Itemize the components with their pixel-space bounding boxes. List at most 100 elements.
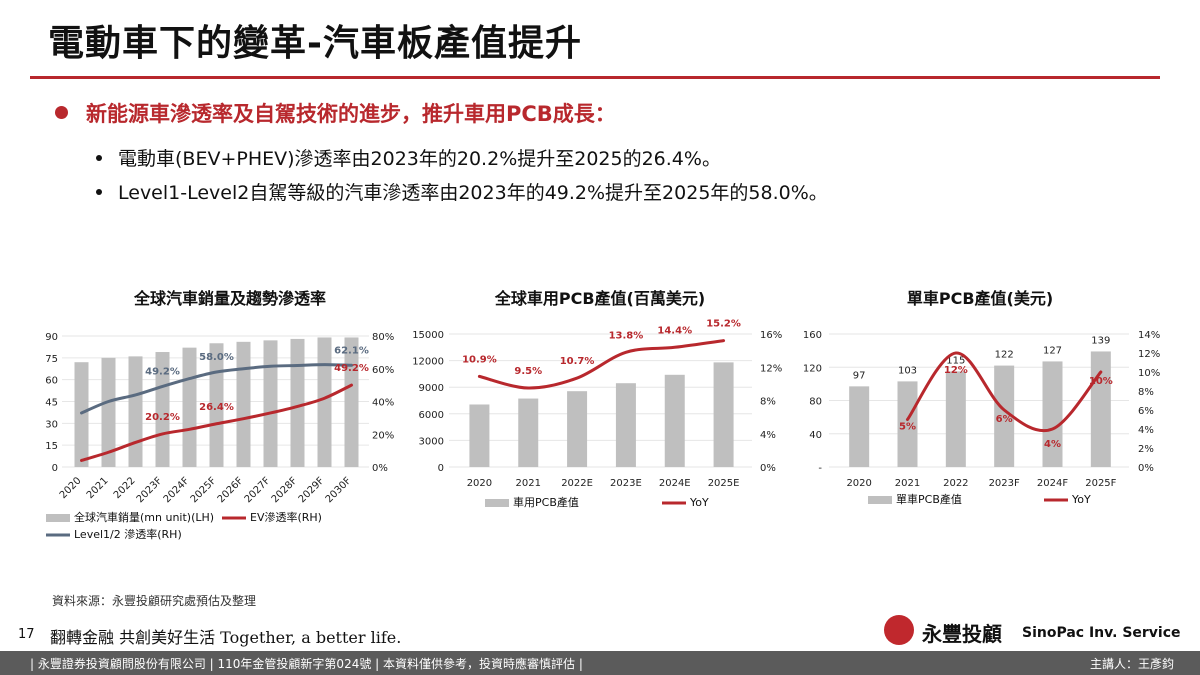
bar (182, 347, 197, 467)
slogan: 翻轉金融 共創美好生活 Together, a better life. (50, 628, 402, 647)
page-number: 17 (18, 627, 35, 642)
bar (897, 381, 918, 467)
y2-tick-label: 40% (372, 398, 394, 409)
y2-tick-label: 20% (372, 430, 394, 441)
x-tick-label: 2021 (85, 475, 111, 501)
y-tick-label: 9000 (419, 383, 444, 394)
y-tick-label: 120 (803, 363, 822, 374)
data-label: 49.2% (145, 366, 180, 377)
series-line (80, 363, 353, 415)
bar (945, 371, 966, 467)
y2-tick-label: 4% (760, 430, 776, 441)
bar (615, 383, 636, 467)
bar (263, 340, 278, 467)
data-label: 10.9% (462, 354, 497, 365)
data-label: 10% (1089, 376, 1113, 387)
y2-tick-label: 60% (372, 365, 394, 376)
y-tick-label: 80 (809, 397, 822, 408)
main-bullet: 新能源車滲透率及自駕技術的進步，推升車用PCB成長： (55, 98, 616, 128)
y-tick-label: 0 (52, 463, 58, 474)
legend-label: Level1/2 滲透率(RH) (74, 527, 182, 541)
y2-tick-label: 6% (1138, 406, 1154, 417)
bar (101, 357, 116, 467)
legend-swatch (46, 514, 70, 522)
x-tick-label: 2023E (610, 478, 642, 489)
data-label: 9.5% (514, 366, 542, 377)
data-label: 12% (944, 365, 968, 376)
chart3-title: 單車PCB產值(美元) (906, 289, 1054, 308)
y-tick-label: 12000 (412, 357, 444, 368)
bar (518, 398, 539, 467)
data-label: 20.2% (145, 412, 180, 423)
legend-swatch (485, 499, 509, 507)
bar (344, 337, 359, 467)
bullet-dot-icon (55, 106, 68, 119)
title-divider (30, 76, 1160, 79)
bullet-dot-icon (96, 189, 102, 195)
y2-tick-label: 2% (1138, 444, 1154, 455)
y2-tick-label: 12% (760, 363, 782, 374)
legend-label: 單車PCB產值 (896, 492, 962, 506)
y-tick-label: 75 (45, 354, 58, 365)
legend-swatch (868, 496, 892, 504)
y-tick-label: 30 (45, 419, 58, 430)
footer-presenter: 主講人：王彥鈞 (1089, 657, 1174, 671)
sub-bullet: Level1-Level2自駕等級的汽車滲透率由2023年的49.2%提升至20… (96, 178, 828, 205)
bar (849, 386, 870, 467)
legend-label: YoY (689, 496, 709, 509)
x-tick-label: 2023F (135, 475, 165, 505)
y-tick-label: - (818, 463, 822, 474)
bar (469, 404, 490, 467)
y2-tick-label: 8% (1138, 387, 1154, 398)
data-label: 15.2% (706, 319, 741, 330)
data-label: 6% (996, 414, 1013, 425)
y2-tick-label: 12% (1138, 349, 1160, 360)
y-tick-label: 3000 (419, 436, 444, 447)
bar (713, 362, 734, 467)
data-label: 58.0% (199, 352, 234, 363)
y-tick-label: 6000 (419, 410, 444, 421)
series-line (906, 351, 1103, 433)
x-tick-label: 2028F (270, 475, 300, 505)
bar-value-label: 122 (995, 350, 1014, 361)
data-label: 10.7% (560, 356, 595, 367)
main-bullet-text: 新能源車滲透率及自駕技術的進步，推升車用PCB成長： (86, 102, 616, 126)
bar-value-label: 139 (1091, 335, 1110, 346)
bullet-dot-icon (96, 155, 102, 161)
bar (236, 341, 251, 467)
bar (994, 365, 1015, 467)
chart2-title: 全球車用PCB產值(百萬美元) (494, 289, 706, 308)
y-tick-label: 15 (45, 441, 58, 452)
series-line (477, 339, 726, 390)
chart1-title: 全球汽車銷量及趨勢滲透率 (133, 289, 326, 308)
x-tick-label: 2021 (516, 478, 541, 489)
data-label: 4% (1044, 439, 1061, 450)
data-label: 13.8% (609, 330, 644, 341)
y2-tick-label: 8% (760, 397, 776, 408)
y2-tick-label: 10% (1138, 368, 1160, 379)
data-label: 5% (899, 422, 916, 433)
x-tick-label: 2022E (561, 478, 593, 489)
data-label: 14.4% (657, 325, 692, 336)
slide-title: 電動車下的變革-汽車板產值提升 (48, 23, 582, 64)
footer-disclaimer: | 永豐證券投資顧問股份有限公司 | 110年金管投顧新字第024號 | 本資料… (30, 657, 583, 671)
y2-tick-label: 16% (760, 330, 782, 341)
y-tick-label: 0 (438, 463, 444, 474)
y-tick-label: 40 (809, 430, 822, 441)
series-line (80, 383, 353, 462)
bar (317, 337, 332, 467)
x-tick-label: 2020 (467, 478, 492, 489)
bar (664, 374, 685, 467)
bar (155, 352, 170, 467)
y2-tick-label: 0% (760, 463, 776, 474)
data-label: 62.1% (334, 345, 369, 356)
y2-tick-label: 0% (1138, 463, 1154, 474)
source-note: 資料來源：永豐投顧研究處預估及整理 (52, 594, 257, 608)
y-tick-label: 60 (45, 376, 58, 387)
footer-bar: | 永豐證券投資顧問股份有限公司 | 110年金管投顧新字第024號 | 本資料… (0, 651, 1200, 675)
x-tick-label: 2023F (989, 478, 1020, 489)
bar-value-label: 103 (898, 365, 917, 376)
x-tick-label: 2025E (708, 478, 740, 489)
y-tick-label: 90 (45, 332, 58, 343)
bar (1090, 351, 1111, 467)
